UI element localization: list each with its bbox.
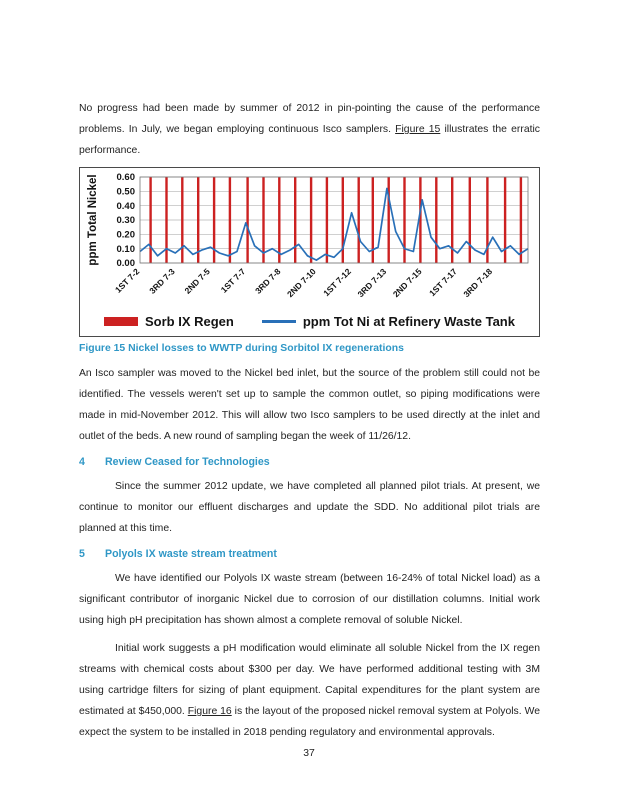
section-5-text-1: Initial work suggests a pH modification …	[79, 643, 540, 717]
svg-text:0.40: 0.40	[117, 201, 136, 212]
svg-text:3RD 7-8: 3RD 7-8	[253, 266, 283, 296]
intro-paragraph: No progress had been made by summer of 2…	[79, 98, 540, 161]
section-5-title: Polyols IX waste stream treatment	[105, 548, 277, 560]
section-5-number: 5	[79, 548, 85, 560]
svg-text:1ST 7-7: 1ST 7-7	[219, 266, 248, 295]
legend-item-line: ppm Tot Ni at Refinery Waste Tank	[261, 314, 515, 329]
svg-text:2ND 7-10: 2ND 7-10	[285, 266, 318, 299]
section-4-heading: 4 Review Ceased for Technologies	[79, 456, 540, 468]
svg-text:2ND 7-15: 2ND 7-15	[391, 266, 424, 299]
svg-text:1ST 7-17: 1ST 7-17	[427, 266, 459, 298]
figure-16-ref: Figure 16	[187, 706, 232, 717]
section-5-text-2: is the layout of the proposed nickel rem…	[79, 706, 540, 738]
legend-item-regen: Sorb IX Regen	[104, 314, 234, 329]
section-5-heading: 5 Polyols IX waste stream treatment	[79, 548, 540, 560]
section-5-paragraph-1: We have identified our Polyols IX waste …	[79, 573, 540, 626]
svg-text:0.20: 0.20	[117, 230, 136, 241]
figure-15-chart: 0.00 0.10 0.20 0.30 0.40 0.50 0.60 1ST 7-2 3RD 7…	[79, 167, 540, 337]
regen-swatch-icon	[104, 317, 138, 326]
svg-text:3RD 7-13: 3RD 7-13	[356, 266, 389, 299]
section-4-paragraph: Since the summer 2012 update, we have co…	[79, 481, 540, 534]
legend-label-line: ppm Tot Ni at Refinery Waste Tank	[302, 314, 515, 329]
svg-text:0.60: 0.60	[117, 172, 136, 183]
svg-text:0.50: 0.50	[117, 187, 136, 198]
figure-15-caption: Figure 15 Nickel losses to WWTP during S…	[79, 343, 404, 354]
svg-text:3RD 7-18: 3RD 7-18	[461, 266, 494, 299]
svg-text:ppm Total Nickel: ppm Total Nickel	[87, 174, 99, 265]
section-4-number: 4	[79, 456, 85, 468]
line-swatch-icon	[261, 320, 296, 323]
svg-text:1ST 7-2: 1ST 7-2	[113, 266, 142, 295]
svg-text:3RD 7-3: 3RD 7-3	[147, 266, 177, 296]
svg-text:0.30: 0.30	[117, 215, 136, 226]
section-5-paragraph-2: Initial work suggests a pH modification …	[79, 638, 540, 743]
page-number: 37	[303, 748, 315, 759]
intro-text-1: No progress had been made by summer of 2…	[79, 103, 540, 135]
svg-text:1ST 7-12: 1ST 7-12	[321, 266, 353, 298]
chart-legend: Sorb IX Regen ppm Tot Ni at Refinery Was…	[84, 312, 535, 336]
svg-text:2ND 7-5: 2ND 7-5	[182, 266, 212, 296]
legend-label-regen: Sorb IX Regen	[145, 314, 234, 329]
svg-text:0.10: 0.10	[117, 244, 136, 255]
intro-text-2: illustrates the erratic performance.	[79, 124, 540, 156]
isco-paragraph: An Isco sampler was moved to the Nickel …	[79, 368, 540, 442]
svg-text:0.00: 0.00	[117, 258, 136, 269]
page-content: No progress had been made by summer of 2…	[79, 98, 540, 743]
figure-15-ref: Figure 15	[395, 124, 441, 135]
section-4-title: Review Ceased for Technologies	[105, 456, 270, 468]
